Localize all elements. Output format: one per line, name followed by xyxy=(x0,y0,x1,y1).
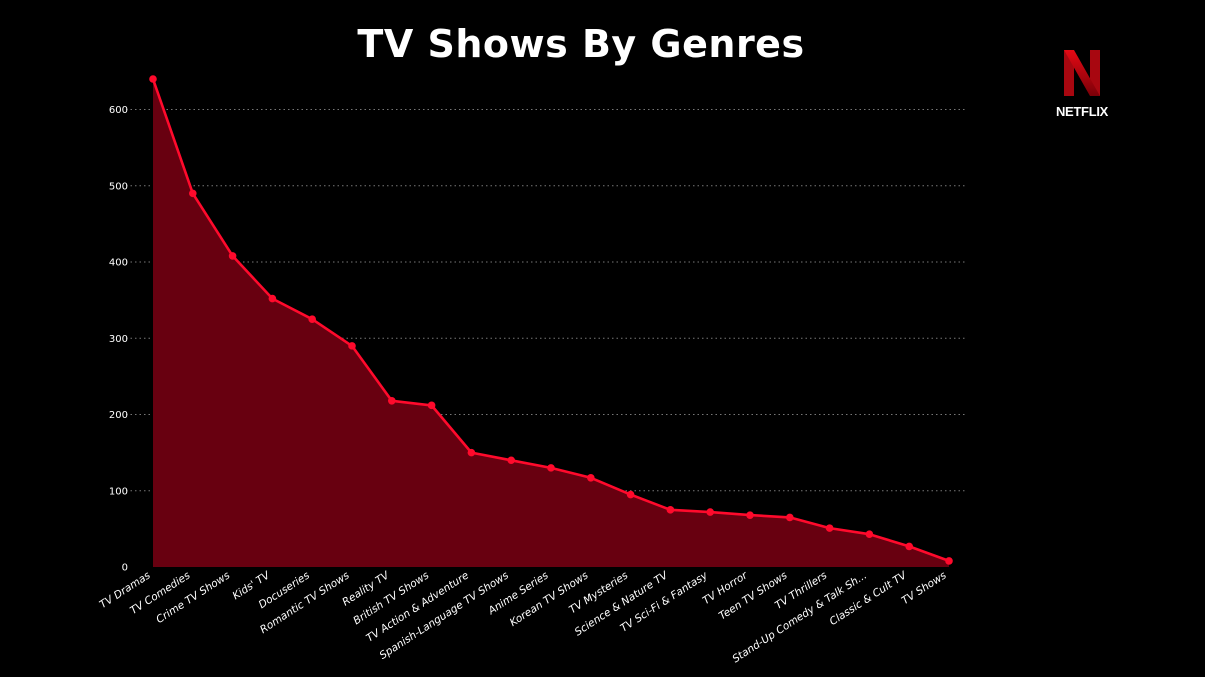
chart-title: TV Shows By Genres xyxy=(357,22,805,66)
data-point xyxy=(547,464,555,472)
x-tick-label: Classic & Cult TV xyxy=(828,569,910,628)
data-point xyxy=(467,448,476,457)
data-point xyxy=(786,513,794,522)
y-tick-label: 200 xyxy=(109,410,128,421)
x-tick-label: TV Shows xyxy=(900,569,950,607)
x-tick-label: Crime TV Shows xyxy=(154,569,233,626)
x-tick-label: Teen TV Shows xyxy=(717,569,790,622)
y-axis-ticks: 0 100 200 300 400 500 600 xyxy=(109,105,128,574)
netflix-n-icon xyxy=(1064,50,1100,96)
data-point xyxy=(149,75,157,83)
data-point xyxy=(507,456,515,465)
data-point xyxy=(587,473,595,482)
data-point xyxy=(825,524,834,532)
data-point xyxy=(626,490,635,499)
data-point xyxy=(388,396,396,405)
y-tick-label: 600 xyxy=(109,105,128,116)
data-point xyxy=(706,508,714,516)
netflix-wordmark: NETFLIX xyxy=(1055,104,1109,119)
data-point xyxy=(308,315,317,323)
data-point xyxy=(228,252,237,260)
y-tick-label: 500 xyxy=(109,181,128,192)
area-fill xyxy=(153,79,949,567)
netflix-logo: NETFLIX xyxy=(1054,46,1110,124)
y-tick-label: 0 xyxy=(122,563,128,574)
data-point xyxy=(268,294,277,303)
data-point xyxy=(905,542,913,551)
data-point xyxy=(746,511,754,519)
y-tick-label: 400 xyxy=(109,258,128,269)
data-point xyxy=(865,530,874,539)
data-points xyxy=(149,75,953,565)
data-point xyxy=(945,557,953,565)
y-tick-label: 100 xyxy=(109,486,128,497)
y-tick-label: 300 xyxy=(109,334,128,345)
data-point xyxy=(427,401,436,410)
data-point xyxy=(666,506,675,514)
data-point xyxy=(348,342,356,350)
data-point xyxy=(189,189,197,198)
